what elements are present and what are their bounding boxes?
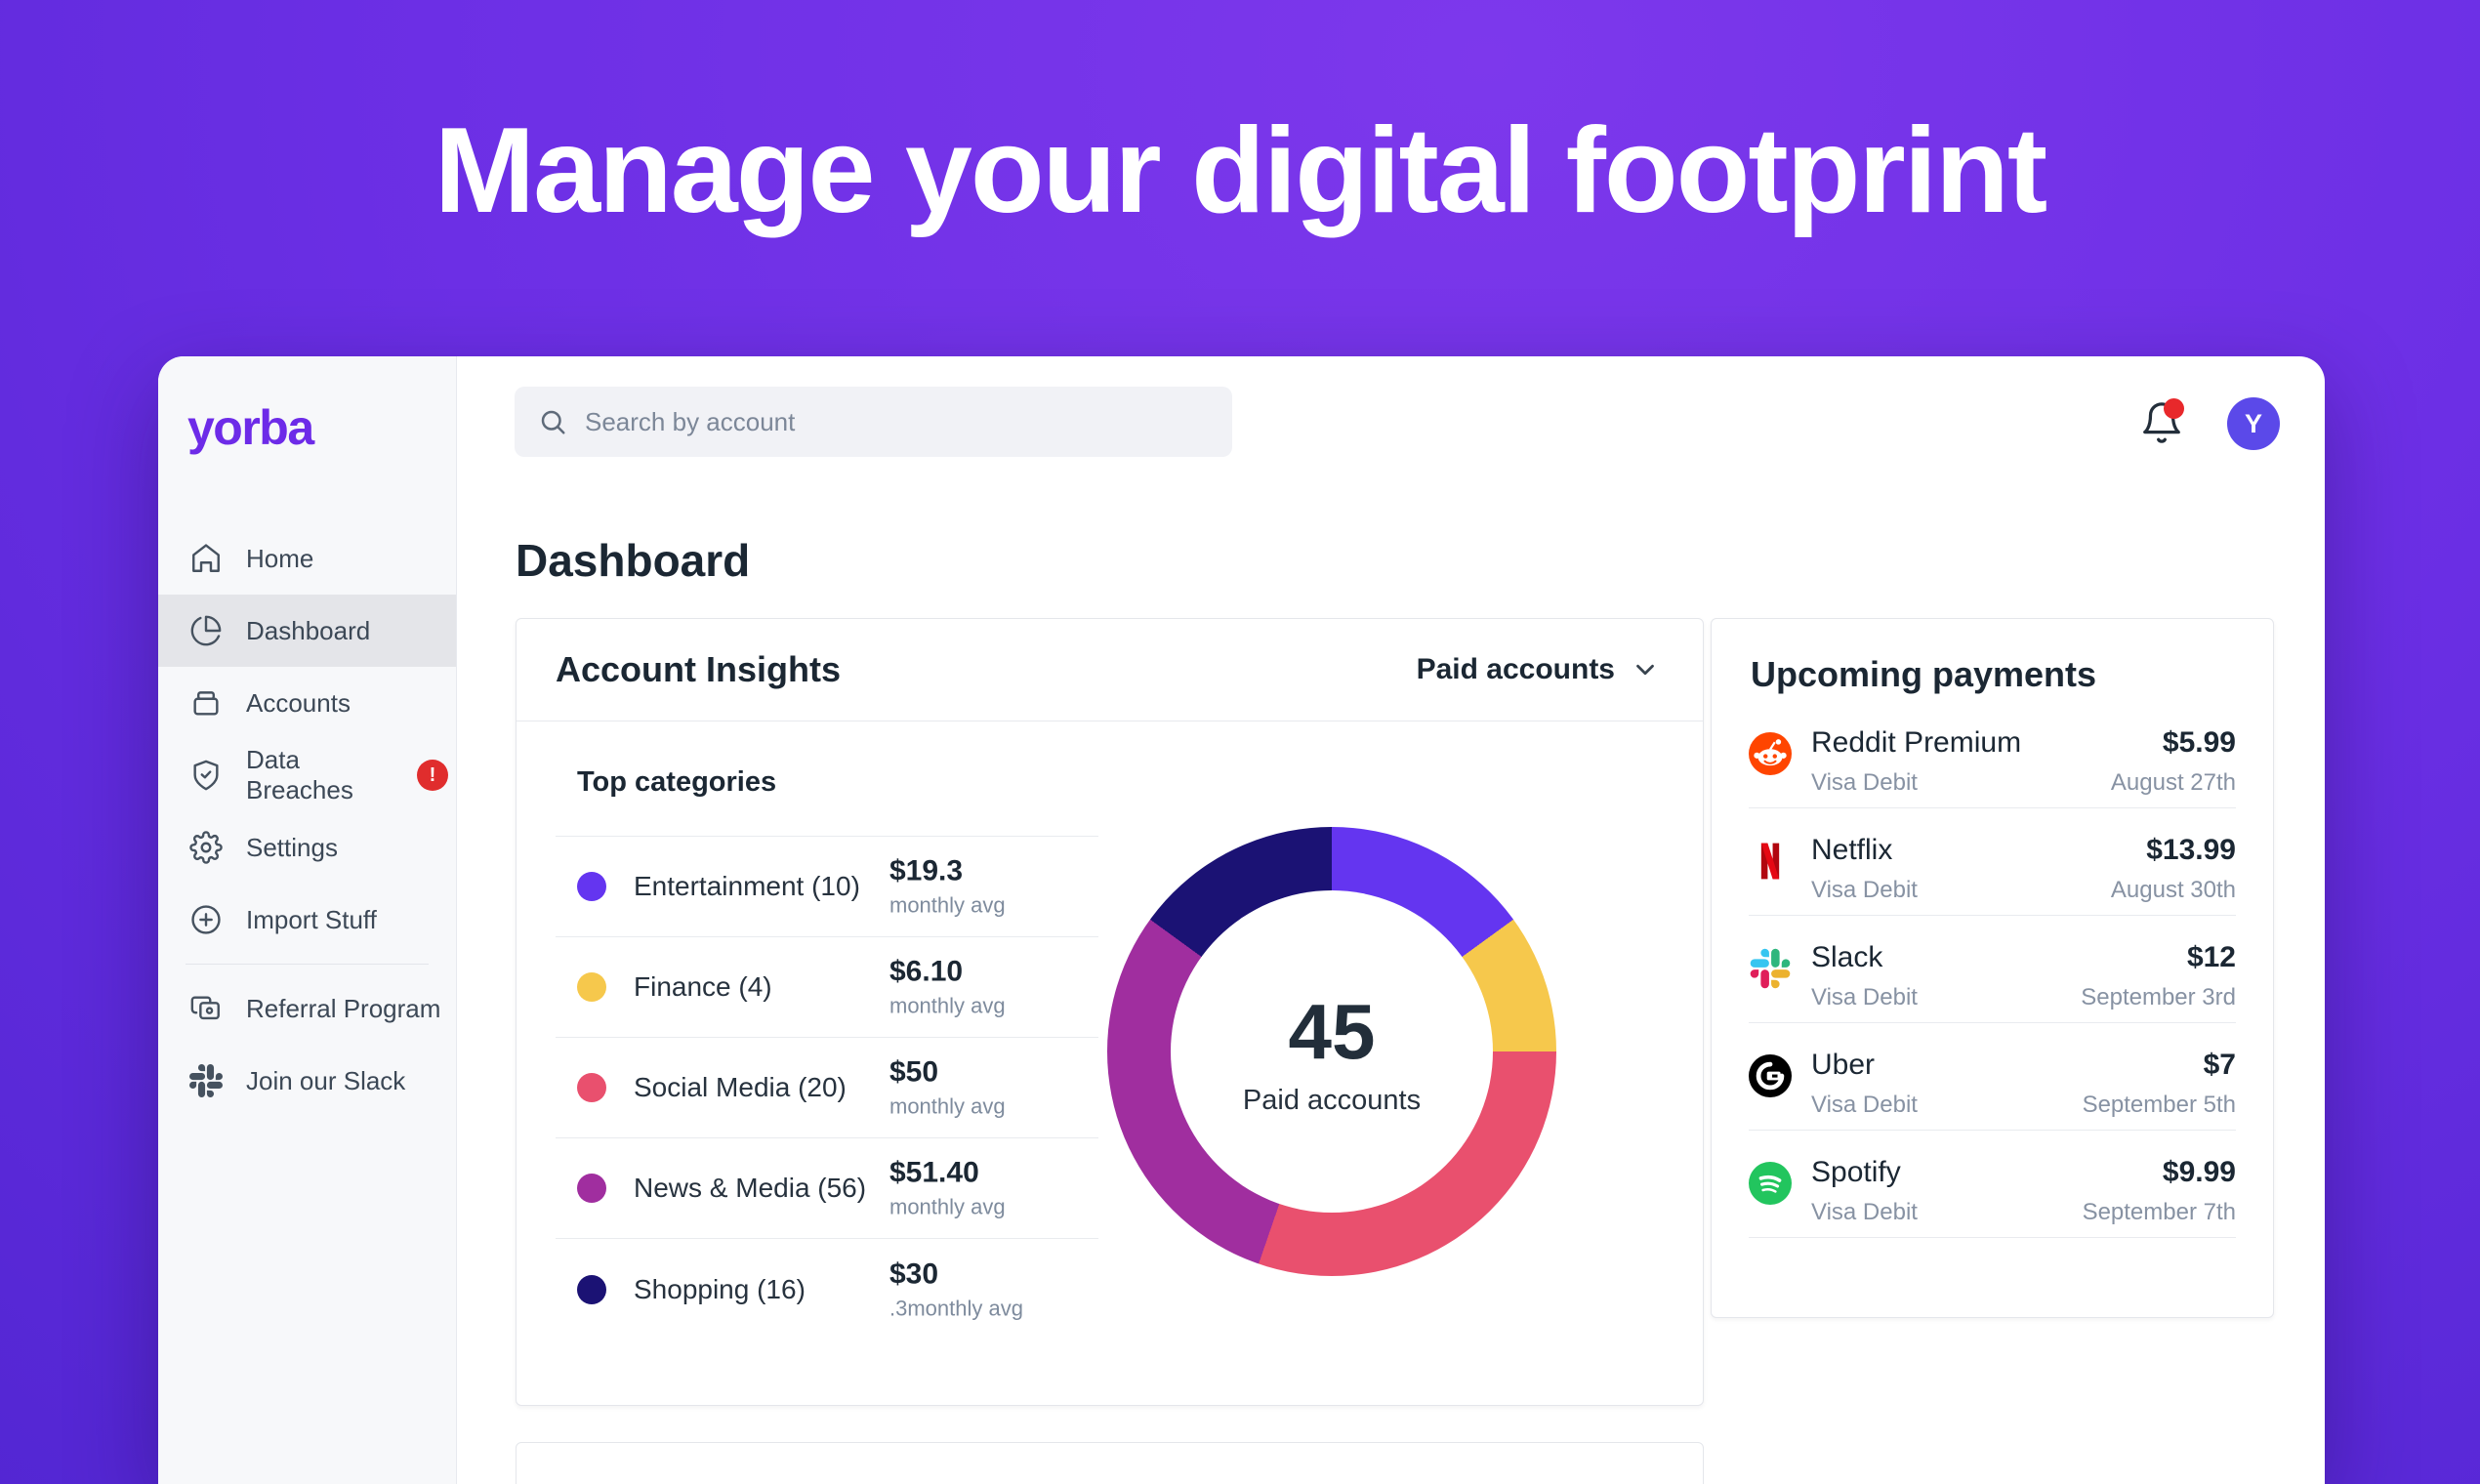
category-sub: monthly avg	[889, 892, 1006, 918]
sidebar-item-label: Dashboard	[246, 615, 371, 645]
slack-color-icon	[1749, 947, 1792, 990]
shopping-dot	[577, 1274, 606, 1304]
avatar[interactable]: Y	[2227, 397, 2280, 450]
notification-dot	[2164, 398, 2184, 419]
category-row-news-media: News & Media (56) $51.40 monthly avg	[556, 1138, 1098, 1239]
upcoming-payments-card: Upcoming payments Reddit Premium $5.99 V…	[1711, 618, 2274, 1318]
category-row-social-media: Social Media (20) $50 monthly avg	[556, 1038, 1098, 1138]
paid-accounts-label: Paid accounts	[1242, 1084, 1422, 1116]
insights-header: Account Insights Paid accounts	[517, 619, 1703, 721]
payment-row-slack: Slack $12 Visa Debit September 3rd	[1749, 916, 2236, 1023]
payment-row-netflix: Netflix $13.99 Visa Debit August 30th	[1749, 808, 2236, 916]
reddit-icon	[1749, 732, 1792, 775]
sidebar-item-join-slack[interactable]: Join our Slack	[158, 1045, 456, 1117]
payment-row-spotify: Spotify $9.99 Visa Debit September 7th	[1749, 1131, 2236, 1238]
donut-chart: 45 Paid accounts	[1107, 827, 1556, 1276]
search-input[interactable]	[585, 406, 1209, 437]
hero-title: Manage your digital footprint	[434, 103, 2047, 238]
category-list: Entertainment (10) $19.3 monthly avg Fina…	[556, 836, 1098, 1340]
plus-circle-icon	[191, 905, 221, 934]
category-row-shopping: Shopping (16) $30.3monthly avg	[556, 1239, 1098, 1340]
sidebar-item-label: Import Stuff	[246, 904, 377, 934]
pie-chart-icon	[190, 615, 222, 646]
sidebar-item-data-breaches[interactable]: Data Breaches !	[158, 739, 456, 811]
category-value: $51.40	[889, 1156, 979, 1189]
home-icon	[192, 544, 220, 572]
donut-center: 45 Paid accounts	[1171, 890, 1493, 1213]
sidebar-item-label: Home	[246, 543, 314, 573]
category-row-finance: Finance (4) $6.10 monthly avg	[556, 937, 1098, 1038]
gear-icon	[189, 831, 223, 864]
sidebar-item-label: Data Breaches	[246, 745, 353, 804]
entertainment-dot	[577, 872, 606, 901]
dropdown-label: Paid accounts	[1416, 653, 1615, 685]
category-value: $19.3	[889, 854, 964, 887]
category-value: $6.10	[889, 955, 964, 988]
insights-title: Account Insights	[556, 649, 842, 689]
search-bar	[515, 387, 1232, 457]
paid-accounts-count: 45	[1288, 987, 1376, 1075]
sidebar-item-label: Accounts	[246, 687, 351, 718]
upcoming-payments-title: Upcoming payments	[1751, 654, 2097, 694]
sidebar-item-accounts[interactable]: Accounts	[158, 667, 456, 739]
page-title: Dashboard	[516, 535, 751, 586]
next-section-card	[516, 1442, 1704, 1484]
sidebar-item-referral-program[interactable]: Referral Program	[158, 972, 456, 1045]
category-row-entertainment: Entertainment (10) $19.3 monthly avg	[556, 837, 1098, 937]
sidebar-divider	[186, 964, 429, 965]
category-sub: monthly avg	[889, 993, 1006, 1018]
sidebar-item-dashboard[interactable]: Dashboard	[158, 595, 456, 667]
shield-check-icon	[193, 760, 219, 791]
category-sub: monthly avg	[889, 1194, 1006, 1219]
social-media-dot	[577, 1073, 606, 1102]
netflix-icon	[1749, 840, 1792, 883]
slack-icon	[189, 1064, 223, 1097]
breach-alert-badge: !	[417, 760, 448, 791]
sidebar-item-import-stuff[interactable]: Import Stuff	[158, 884, 456, 956]
search-icon	[541, 410, 565, 434]
category-value: $30	[889, 1257, 939, 1290]
payment-row-uber: Uber $7 Visa Debit September 5th	[1749, 1023, 2236, 1131]
sidebar-item-label: Referral Program	[246, 993, 441, 1023]
top-categories-title: Top categories	[577, 766, 777, 798]
category-sub: .3monthly avg	[889, 1296, 1023, 1320]
notifications-button[interactable]	[2139, 398, 2186, 447]
finance-dot	[577, 972, 606, 1002]
uber-icon	[1749, 1054, 1792, 1097]
referral-cards-icon	[190, 996, 220, 1020]
chevron-down-icon	[1636, 664, 1654, 676]
spotify-icon	[1749, 1162, 1792, 1205]
app-window: yorba Home Dashboard Accounts Data Breac…	[158, 356, 2325, 1484]
topbar-right: Y	[2139, 397, 2280, 450]
category-value: $50	[889, 1055, 939, 1089]
sidebar-item-settings[interactable]: Settings	[158, 811, 456, 884]
sidebar-item-label: Join our Slack	[246, 1065, 406, 1095]
sidebar-nav: Home Dashboard Accounts Data Breaches !	[158, 522, 456, 1117]
category-sub: monthly avg	[889, 1093, 1006, 1119]
archive-icon	[193, 691, 219, 716]
payments-list: Reddit Premium $5.99 Visa Debit August 2…	[1749, 701, 2236, 1238]
yorba-logo: yorba	[187, 400, 314, 455]
payment-row-reddit: Reddit Premium $5.99 Visa Debit August 2…	[1749, 701, 2236, 808]
sidebar: yorba Home Dashboard Accounts Data Breac…	[158, 356, 457, 1484]
news-media-dot	[577, 1174, 606, 1203]
sidebar-item-label: Settings	[246, 832, 338, 862]
top-categories: Top categories Entertainment (10) $19.3 m…	[556, 721, 1098, 1340]
paid-accounts-dropdown[interactable]: Paid accounts	[1417, 653, 1660, 686]
account-insights-card: Account Insights Paid accounts Top categ…	[516, 618, 1704, 1406]
sidebar-item-home[interactable]: Home	[158, 522, 456, 595]
